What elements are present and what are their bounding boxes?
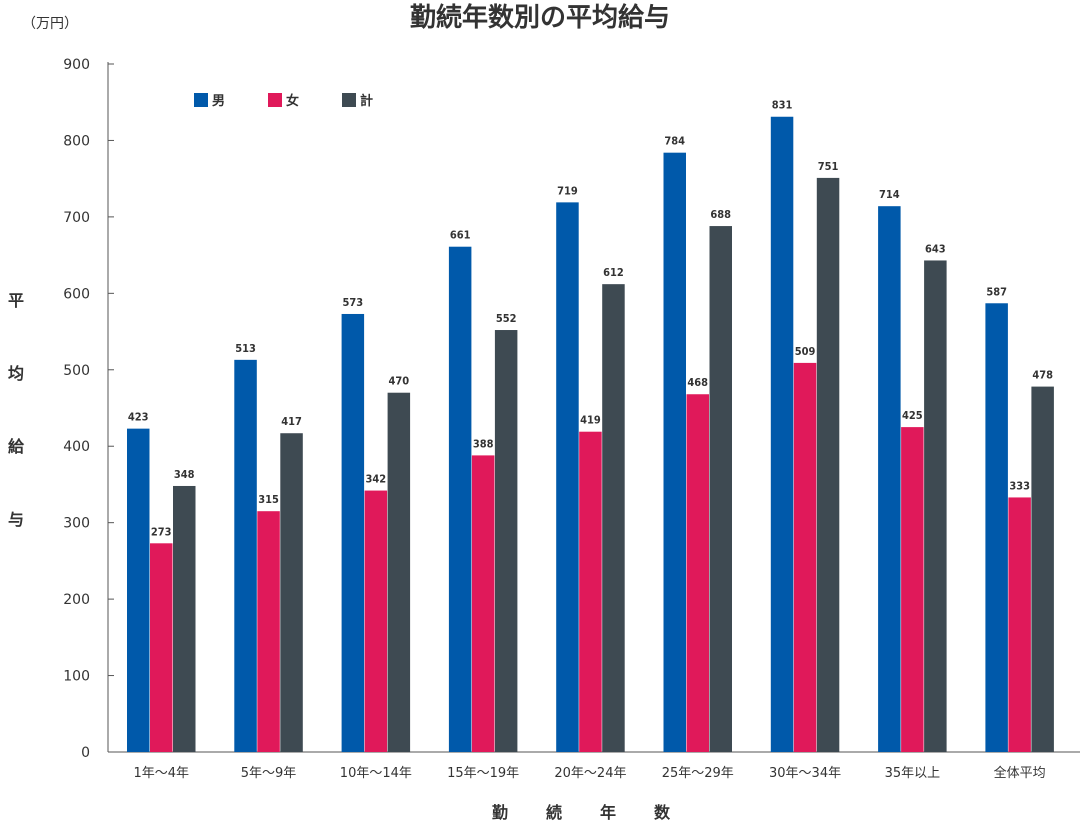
legend-label: 女 bbox=[286, 93, 299, 109]
x-tick-label: 5年～9年 bbox=[241, 766, 297, 781]
bar-女-7 bbox=[901, 427, 924, 752]
x-tick-label: 20年～24年 bbox=[554, 766, 626, 781]
y-tick-label: 300 bbox=[63, 516, 90, 532]
bar-value-label: 470 bbox=[389, 375, 410, 388]
y-axis-title-char: 平 bbox=[8, 291, 24, 310]
y-tick-label: 100 bbox=[63, 669, 90, 685]
bar-男-5 bbox=[663, 152, 686, 753]
value-labels-group: 423 273 348 513 315 417 573 342 470 661 388 552 719 4… bbox=[128, 99, 1053, 539]
bar-計-8 bbox=[1031, 386, 1054, 752]
bar-女-4 bbox=[579, 431, 602, 752]
bar-女-5 bbox=[686, 394, 709, 752]
bar-value-label: 342 bbox=[366, 473, 387, 486]
bar-value-label: 719 bbox=[557, 184, 578, 197]
bar-男-6 bbox=[770, 116, 794, 753]
y-tick-label: 800 bbox=[63, 133, 90, 149]
legend-swatch bbox=[268, 93, 282, 107]
bar-value-label: 612 bbox=[603, 266, 624, 279]
y-axis-title: 平均給与 bbox=[8, 291, 25, 529]
bar-男-1 bbox=[234, 359, 257, 752]
chart-title: 勤続年数別の平均給与 bbox=[410, 2, 670, 33]
y-tick-label: 600 bbox=[63, 286, 90, 302]
y-tick-label: 700 bbox=[63, 210, 90, 226]
x-axis-title-char: 数 bbox=[654, 803, 671, 822]
bar-value-label: 552 bbox=[496, 312, 517, 325]
y-tick-label: 900 bbox=[63, 57, 90, 73]
y-axis-ticks: 0 100 200 300 400 500 600 700 800 900 bbox=[63, 57, 114, 761]
bar-value-label: 784 bbox=[664, 135, 685, 148]
x-tick-label: 25年～29年 bbox=[662, 766, 734, 781]
y-axis-title-char: 与 bbox=[8, 510, 24, 529]
legend-swatch bbox=[194, 93, 208, 107]
legend-label: 男 bbox=[212, 94, 225, 109]
bar-value-label: 831 bbox=[772, 99, 793, 112]
bar-value-label: 425 bbox=[902, 409, 923, 422]
bar-女-3 bbox=[471, 455, 495, 752]
bar-value-label: 513 bbox=[235, 342, 256, 355]
bar-計-2 bbox=[387, 392, 411, 752]
x-tick-label: 10年～14年 bbox=[340, 766, 412, 781]
bar-計-6 bbox=[816, 177, 840, 752]
x-tick-label: 30年～34年 bbox=[769, 766, 841, 781]
x-axis-title-char: 続 bbox=[546, 803, 562, 822]
y-axis-title-char: 給 bbox=[8, 437, 25, 456]
legend: 男女計 bbox=[194, 93, 373, 109]
x-axis-title-char: 勤 bbox=[492, 803, 508, 822]
bar-計-1 bbox=[280, 433, 303, 752]
bar-value-label: 419 bbox=[580, 414, 601, 427]
bar-value-label: 333 bbox=[1009, 479, 1030, 492]
bar-value-label: 573 bbox=[343, 296, 364, 309]
bar-value-label: 423 bbox=[128, 411, 149, 424]
bar-女-2 bbox=[364, 490, 388, 752]
bar-value-label: 348 bbox=[174, 468, 195, 481]
y-unit-label: （万円） bbox=[22, 16, 78, 32]
bar-男-8 bbox=[985, 303, 1008, 752]
bar-value-label: 643 bbox=[925, 242, 946, 255]
x-tick-label: 35年以上 bbox=[885, 766, 941, 781]
bar-value-label: 587 bbox=[986, 285, 1007, 298]
x-tick-label: 15年～19年 bbox=[447, 766, 519, 781]
y-tick-label: 500 bbox=[63, 363, 90, 379]
y-axis-title-char: 均 bbox=[8, 364, 24, 383]
x-axis-title-char: 年 bbox=[600, 803, 616, 822]
x-axis-title: 勤続年数 bbox=[492, 803, 671, 822]
bars-group bbox=[127, 116, 1054, 753]
legend-swatch bbox=[342, 93, 356, 107]
bar-男-0 bbox=[127, 428, 150, 752]
x-tick-label: 全体平均 bbox=[994, 765, 1046, 781]
bar-value-label: 417 bbox=[281, 415, 302, 428]
bar-value-label: 468 bbox=[687, 376, 708, 389]
bar-value-label: 315 bbox=[258, 493, 279, 506]
y-tick-label: 0 bbox=[81, 745, 90, 761]
bar-女-8 bbox=[1008, 497, 1031, 752]
bar-計-7 bbox=[924, 260, 947, 752]
bar-value-label: 478 bbox=[1032, 369, 1053, 382]
bar-男-4 bbox=[556, 202, 579, 752]
bar-value-label: 714 bbox=[879, 188, 900, 201]
bar-value-label: 661 bbox=[450, 229, 471, 242]
bar-計-4 bbox=[602, 284, 625, 752]
bar-女-6 bbox=[793, 362, 817, 752]
bar-計-3 bbox=[494, 330, 518, 752]
bar-value-label: 273 bbox=[151, 525, 172, 538]
bar-計-0 bbox=[173, 485, 196, 752]
bar-value-label: 751 bbox=[818, 160, 839, 173]
y-tick-label: 400 bbox=[63, 439, 90, 455]
bar-value-label: 388 bbox=[473, 437, 494, 450]
bar-value-label: 688 bbox=[710, 208, 731, 221]
bar-value-label: 509 bbox=[795, 345, 816, 358]
bar-男-7 bbox=[878, 206, 901, 753]
bar-男-3 bbox=[448, 246, 472, 753]
bar-女-1 bbox=[257, 511, 280, 752]
x-tick-label: 1年～4年 bbox=[133, 766, 189, 781]
bar-女-0 bbox=[150, 543, 173, 752]
y-tick-label: 200 bbox=[63, 592, 90, 608]
x-axis-ticks: 1年～4年 5年～9年 10年～14年 15年～19年 20年～24年 25年～29年 30… bbox=[133, 765, 1045, 781]
legend-label: 計 bbox=[360, 93, 373, 109]
bar-男-2 bbox=[341, 313, 365, 752]
bar-計-5 bbox=[709, 226, 732, 752]
